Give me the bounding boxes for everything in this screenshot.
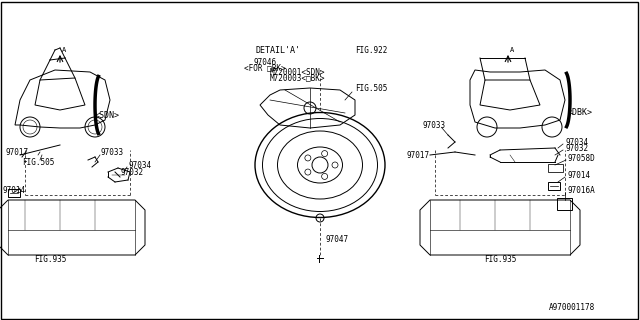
- Text: <SDN>: <SDN>: [95, 110, 120, 119]
- Text: FIG.935: FIG.935: [484, 255, 516, 265]
- Text: A: A: [510, 47, 515, 53]
- Text: 97034: 97034: [565, 138, 588, 147]
- Text: 97033: 97033: [100, 148, 123, 156]
- Text: FIG.922: FIG.922: [355, 45, 387, 54]
- Text: M720003<□BK>: M720003<□BK>: [270, 74, 326, 83]
- Text: 97047: 97047: [325, 236, 348, 244]
- Text: FIG.505: FIG.505: [22, 157, 54, 166]
- Text: M720001<SDN>: M720001<SDN>: [270, 68, 326, 76]
- Text: A: A: [62, 47, 67, 53]
- Text: 97058D: 97058D: [568, 154, 596, 163]
- Text: 97046: 97046: [253, 58, 276, 67]
- Text: 97017: 97017: [406, 150, 429, 159]
- Text: 97014: 97014: [2, 186, 25, 195]
- Text: <DBK>: <DBK>: [568, 108, 593, 116]
- Text: 97017: 97017: [5, 148, 28, 156]
- Text: 97032: 97032: [565, 143, 588, 153]
- Text: FIG.505: FIG.505: [355, 84, 387, 92]
- Text: 97032: 97032: [120, 167, 143, 177]
- Text: 97034: 97034: [128, 161, 151, 170]
- Text: <FOR □BK>: <FOR □BK>: [244, 63, 286, 73]
- Text: 97014: 97014: [568, 171, 591, 180]
- Text: DETAIL'A': DETAIL'A': [255, 45, 301, 54]
- Text: FIG.935: FIG.935: [34, 255, 66, 265]
- Text: 97016A: 97016A: [568, 186, 596, 195]
- Text: A970001178: A970001178: [548, 303, 595, 313]
- Text: 97033: 97033: [422, 121, 445, 130]
